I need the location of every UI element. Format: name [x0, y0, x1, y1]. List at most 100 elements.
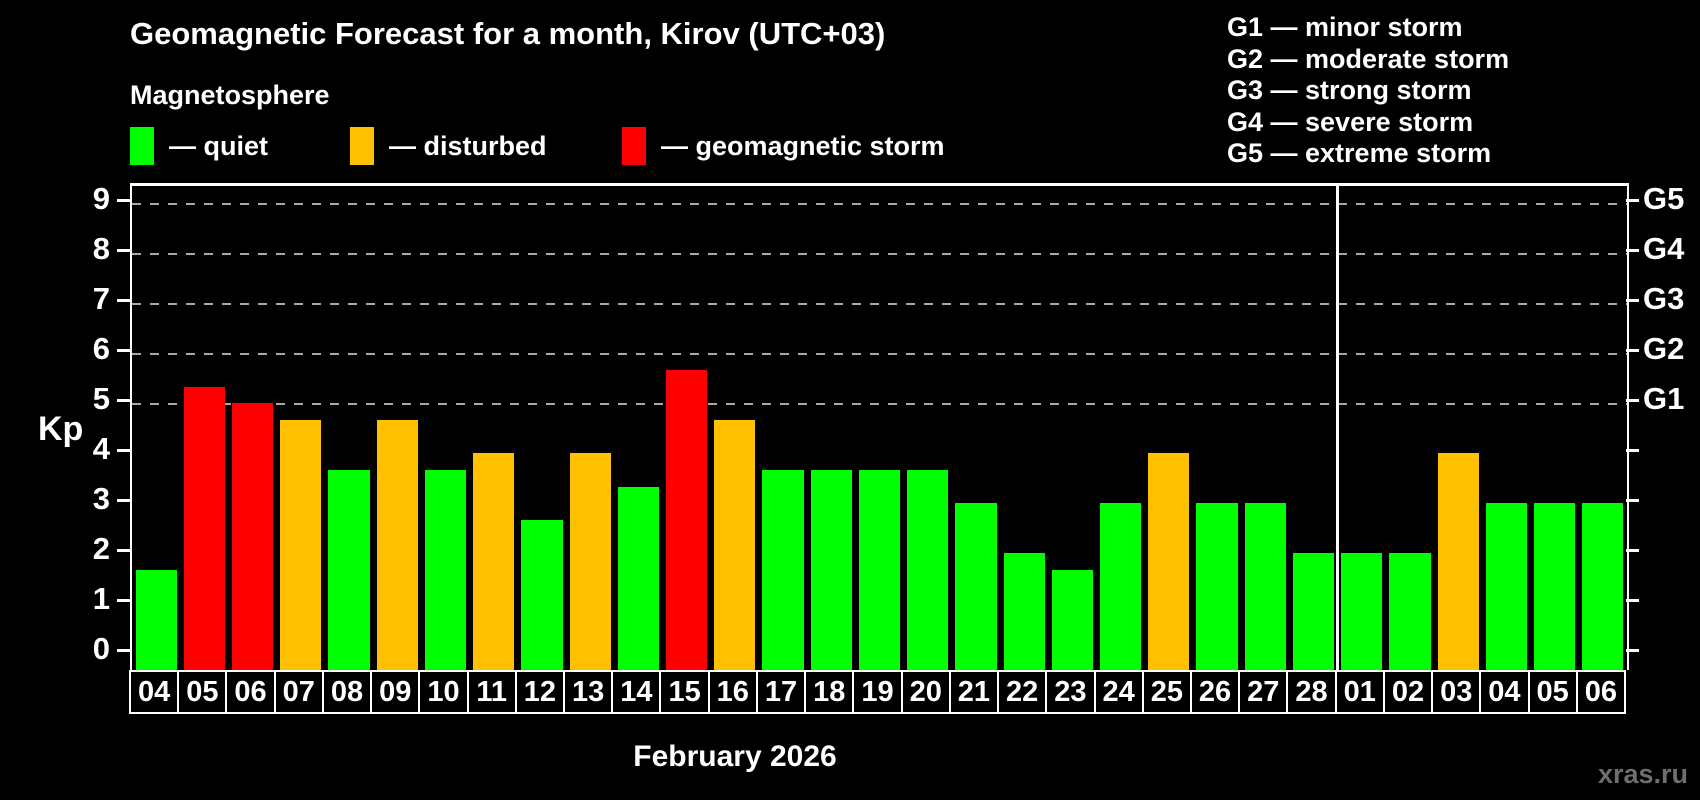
day-label-13-idx9: 13: [563, 670, 614, 714]
x-axis-month-label: February 2026: [633, 740, 837, 773]
right-tick-kp-5: [1626, 398, 1639, 402]
gridline-kp-9: [132, 203, 1627, 205]
y-axis-tick-label-6: 6: [92, 331, 110, 366]
legend-label-storm: — geomagnetic storm: [661, 130, 945, 161]
kp-bar-day-01-idx25: [1341, 553, 1383, 670]
disturbed-color-swatch: [350, 127, 374, 165]
kp-bar-day-24-idx20: [1100, 503, 1142, 670]
kp-bar-day-06-idx30: [1582, 503, 1624, 670]
right-axis-label-g4: G4: [1643, 231, 1685, 266]
left-tick-kp-7: [117, 298, 130, 302]
left-tick-kp-3: [117, 498, 130, 502]
left-tick-kp-4: [117, 448, 130, 452]
left-tick-kp-5: [117, 398, 130, 402]
left-tick-kp-8: [117, 248, 130, 252]
day-label-10-idx6: 10: [418, 670, 469, 714]
gridline-kp-8: [132, 253, 1627, 255]
kp-bar-day-22-idx18: [1003, 553, 1045, 670]
y-axis-tick-label-4: 4: [92, 431, 110, 466]
kp-bar-day-09-idx5: [376, 419, 418, 670]
storm-color-swatch: [622, 127, 646, 165]
left-tick-kp-1: [117, 598, 130, 602]
y-axis-tick-label-3: 3: [92, 481, 110, 516]
storm-scale-line-g5: G5 — extreme storm: [1227, 138, 1492, 169]
kp-bar-day-14-idx10: [617, 486, 659, 670]
legend-label-quiet: — quiet: [169, 130, 268, 161]
kp-bar-day-16-idx12: [714, 419, 756, 670]
kp-bar-day-03-idx27: [1437, 453, 1479, 670]
kp-bar-day-13-idx9: [569, 453, 611, 670]
kp-bar-day-10-idx6: [424, 469, 467, 670]
watermark: xras.ru: [1597, 759, 1688, 789]
day-label-11-idx7: 11: [466, 670, 517, 714]
y-axis-tick-label-0: 0: [92, 631, 110, 666]
day-label-25-idx21: 25: [1141, 670, 1192, 714]
left-tick-kp-6: [117, 348, 130, 352]
day-label-02-idx26: 02: [1382, 670, 1434, 714]
kp-bar-day-19-idx15: [858, 469, 901, 670]
right-tick-kp-1: [1626, 598, 1639, 602]
day-label-24-idx20: 24: [1093, 670, 1144, 714]
storm-scale-line-g2: G2 — moderate storm: [1227, 43, 1510, 74]
kp-bar-day-26-idx22: [1196, 503, 1238, 670]
day-label-19-idx15: 19: [852, 670, 903, 714]
right-axis-label-g1: G1: [1643, 381, 1685, 416]
storm-scale-line-g3: G3 — strong storm: [1227, 75, 1472, 106]
kp-bar-day-06-idx2: [231, 403, 274, 670]
month-separator-line: [1336, 186, 1340, 670]
day-label-17-idx13: 17: [755, 670, 807, 714]
y-axis-tick-label-7: 7: [92, 281, 110, 316]
right-tick-kp-2: [1626, 548, 1639, 552]
storm-scale-line-g4: G4 — severe storm: [1227, 106, 1474, 137]
left-tick-kp-2: [117, 548, 130, 552]
legend-label-disturbed: — disturbed: [389, 130, 547, 161]
day-label-03-idx27: 03: [1431, 670, 1482, 714]
right-tick-kp-8: [1626, 248, 1639, 252]
kp-bar-day-04-idx28: [1485, 503, 1528, 670]
kp-bar-day-17-idx13: [762, 469, 804, 670]
left-tick-kp-0: [117, 648, 130, 652]
kp-bar-chart-plot-area: [130, 183, 1629, 670]
right-tick-kp-9: [1626, 198, 1639, 202]
kp-bar-day-02-idx26: [1389, 553, 1431, 670]
day-label-18-idx14: 18: [804, 670, 855, 714]
day-label-27-idx23: 27: [1238, 670, 1289, 714]
y-axis-label-kp: Kp: [38, 410, 84, 448]
y-axis-tick-label-2: 2: [92, 531, 110, 566]
day-label-14-idx10: 14: [611, 670, 662, 714]
day-label-21-idx17: 21: [948, 670, 1000, 714]
kp-bar-day-11-idx7: [473, 453, 515, 670]
day-label-23-idx19: 23: [1045, 670, 1096, 714]
y-axis-tick-label-1: 1: [92, 581, 110, 616]
day-label-09-idx5: 09: [370, 670, 421, 714]
storm-scale-legend: G1 — minor storm G2 — moderate storm G3 …: [1227, 12, 1509, 170]
gridline-kp-6: [132, 353, 1627, 355]
day-label-16-idx12: 16: [707, 670, 758, 714]
kp-bar-day-28-idx24: [1292, 553, 1335, 670]
chart-subtitle: Magnetosphere: [130, 80, 330, 110]
kp-bar-day-07-idx3: [280, 419, 322, 670]
day-label-05-idx1: 05: [177, 670, 228, 714]
kp-bar-day-12-idx8: [521, 519, 563, 670]
day-label-12-idx8: 12: [514, 670, 566, 714]
right-axis-label-g2: G2: [1643, 331, 1685, 366]
kp-bar-day-20-idx16: [907, 469, 949, 670]
day-label-06-idx2: 06: [225, 670, 276, 714]
day-label-04-idx28: 04: [1479, 670, 1530, 714]
day-label-08-idx4: 08: [321, 670, 373, 714]
day-label-06-idx30: 06: [1575, 670, 1626, 714]
kp-bar-day-04-idx0: [135, 569, 177, 670]
day-label-26-idx22: 26: [1189, 670, 1241, 714]
right-tick-kp-3: [1626, 498, 1639, 502]
right-axis-label-g5: G5: [1643, 181, 1685, 216]
right-axis-label-g3: G3: [1643, 281, 1685, 316]
kp-bar-day-25-idx21: [1148, 453, 1190, 670]
day-label-28-idx24: 28: [1286, 670, 1337, 714]
left-tick-kp-9: [117, 198, 130, 202]
day-label-05-idx29: 05: [1527, 670, 1578, 714]
gridline-kp-7: [132, 303, 1627, 305]
y-axis-tick-label-9: 9: [92, 181, 110, 216]
y-axis-tick-label-8: 8: [92, 231, 110, 266]
day-label-07-idx3: 07: [273, 670, 324, 714]
